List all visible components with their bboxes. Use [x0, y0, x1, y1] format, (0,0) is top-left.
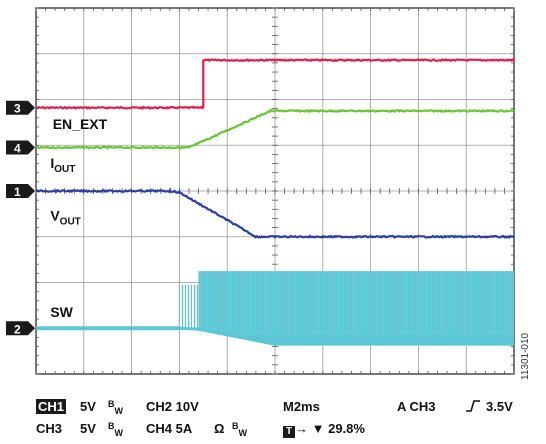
- label-main: I: [50, 155, 54, 171]
- label-main: V: [50, 208, 60, 224]
- status-ch4: CH4 5A: [146, 421, 193, 436]
- bw-b: B: [108, 421, 115, 431]
- bw-b: B: [108, 399, 115, 409]
- status-ch2: CH2 10V: [146, 399, 199, 414]
- trace-vout: [35, 187, 515, 239]
- marker-shape: [6, 184, 35, 198]
- status-ohm: Ω: [214, 421, 225, 436]
- channel-marker-3: 3: [6, 100, 35, 116]
- label-subscript: OUT: [60, 217, 81, 228]
- status-trigger-position: T → ▼ 29.8%: [283, 421, 365, 438]
- channel-markers: 3 4 1 2: [6, 100, 35, 336]
- label-iout: IOUT: [50, 155, 75, 175]
- marker-shape: [6, 100, 35, 115]
- bw-w: W: [238, 428, 248, 438]
- bw-b: B: [232, 421, 239, 431]
- channel-marker-1: 1: [6, 184, 35, 199]
- trace-sw-envelope: [198, 271, 514, 346]
- marker-number: 4: [14, 142, 21, 156]
- marker-number: 1: [14, 185, 21, 199]
- figure-id: 11301-010: [520, 332, 531, 380]
- status-trigger: A CH3: [397, 399, 436, 414]
- status-timebase: M2ms: [283, 399, 320, 414]
- trace-iout: [35, 107, 515, 150]
- scope-status-bar: CH1 5V BW CH2 10V M2ms A CH3 3.5V CH3 5V…: [0, 397, 546, 444]
- status-ch1-bw: BW: [108, 399, 123, 416]
- channel-marker-2: 2: [6, 321, 35, 336]
- status-ch1-scale: 5V: [80, 399, 96, 414]
- plot-traces: [35, 58, 515, 346]
- ch1-badge: CH1: [36, 399, 67, 414]
- rising-edge-icon: [465, 399, 481, 416]
- bw-w: W: [114, 406, 124, 416]
- status-ch1: CH1: [36, 399, 67, 414]
- status-ch3-bw: BW: [108, 421, 123, 438]
- trigger-pos-value: 29.8%: [328, 421, 365, 436]
- marker-shape: [6, 321, 35, 336]
- trigger-t-icon: T: [283, 426, 295, 438]
- trace-sw-ramp: [179, 326, 276, 346]
- bw-w: W: [114, 428, 124, 438]
- status-trigger-level: 3.5V: [486, 399, 513, 414]
- label-vout: VOUT: [50, 208, 80, 228]
- arrow-right-icon: → ▼: [295, 421, 329, 436]
- label-subscript: OUT: [54, 164, 75, 175]
- status-ch4-bw: BW: [232, 421, 247, 438]
- status-ch3-scale: 5V: [80, 421, 96, 436]
- marker-number: 3: [14, 102, 21, 116]
- channel-marker-4: 4: [6, 140, 35, 156]
- label-en_ext: EN_EXT: [53, 116, 108, 132]
- status-ch3: CH3: [36, 421, 63, 436]
- label-sw: SW: [50, 304, 73, 320]
- marker-shape: [6, 140, 35, 155]
- marker-number: 2: [14, 322, 21, 336]
- trace-en_ext: [35, 58, 515, 110]
